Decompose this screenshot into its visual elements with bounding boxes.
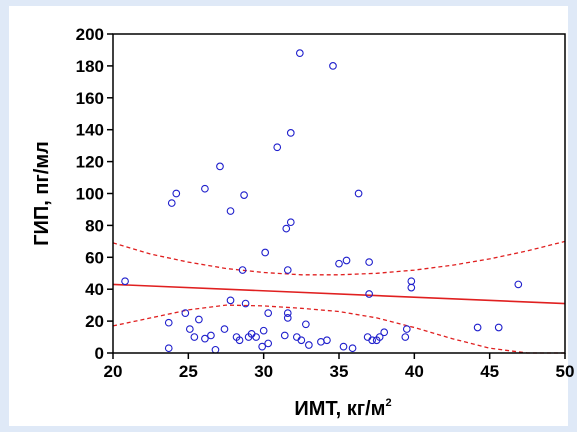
plot-area	[112, 33, 566, 354]
regression-line	[112, 283, 566, 305]
x-tick-label: 45	[480, 362, 499, 381]
data-point	[259, 326, 268, 335]
data-point	[368, 336, 376, 345]
data-point	[302, 320, 310, 329]
data-point	[292, 333, 301, 341]
data-point	[283, 314, 292, 322]
y-tick-label: 0	[95, 344, 104, 363]
data-point	[407, 277, 416, 286]
y-tick-label: 60	[85, 248, 104, 267]
y-tick-label: 180	[76, 57, 104, 76]
data-point	[401, 333, 410, 341]
data-point	[258, 342, 267, 351]
data-point	[207, 331, 215, 340]
data-point	[264, 309, 273, 317]
data-point	[473, 323, 482, 332]
data-point	[283, 309, 292, 317]
data-point	[167, 199, 176, 207]
data-point	[280, 331, 289, 340]
data-point	[514, 280, 523, 289]
data-point	[195, 315, 203, 324]
data-point	[286, 129, 295, 137]
data-point	[252, 333, 260, 341]
data-point	[240, 191, 248, 199]
y-tick-label: 200	[76, 25, 104, 44]
data-point	[342, 256, 351, 265]
data-point	[261, 248, 270, 257]
data-point	[283, 266, 292, 274]
data-point	[363, 333, 372, 341]
y-tick-label: 40	[85, 280, 104, 299]
data-point	[185, 325, 194, 333]
data-point	[305, 341, 313, 349]
data-point	[121, 277, 129, 286]
data-point	[354, 189, 363, 198]
data-points	[121, 49, 523, 354]
confidence-band	[112, 240, 566, 354]
x-tick-label: 50	[556, 362, 575, 381]
data-point	[201, 334, 209, 343]
y-axis-title: ГИП, пг/мл	[31, 141, 53, 246]
data-point	[402, 325, 411, 333]
y-axis-ticks: 0 20 40 60 80 100 120 140 160 180 200	[76, 25, 113, 363]
y-tick-label: 100	[76, 185, 104, 204]
data-point	[273, 143, 282, 152]
data-point	[348, 344, 357, 353]
x-axis-title-superscript: 2	[385, 397, 391, 409]
chart-panel	[9, 6, 568, 426]
x-axis-title-text: ИМТ, кг/м	[294, 398, 385, 420]
x-tick-label: 30	[254, 362, 273, 381]
data-point	[201, 184, 209, 193]
y-tick-label: 160	[76, 89, 104, 108]
x-tick-label: 25	[179, 362, 198, 381]
data-point	[380, 328, 389, 337]
upper-confidence-line	[112, 240, 566, 276]
lower-confidence-line	[112, 304, 565, 354]
data-point	[241, 299, 250, 308]
data-point	[323, 336, 331, 345]
x-axis-ticks: 20 25 30 35 40 45 50	[104, 353, 575, 381]
data-point	[220, 325, 229, 333]
data-point	[164, 318, 173, 327]
data-point	[297, 336, 306, 345]
data-point	[375, 333, 384, 341]
data-point	[226, 207, 235, 215]
data-point	[365, 290, 373, 298]
x-tick-label: 20	[104, 362, 123, 381]
data-point	[365, 258, 373, 266]
data-point	[286, 218, 295, 227]
x-axis-title: ИМТ, кг/м2	[294, 397, 391, 420]
x-tick-label: 40	[405, 362, 424, 381]
data-point	[494, 323, 503, 332]
x-tick-label: 35	[330, 362, 349, 381]
data-point	[235, 336, 244, 345]
data-point	[164, 344, 173, 353]
data-point	[407, 283, 416, 292]
data-point	[329, 62, 337, 70]
data-point	[211, 345, 220, 354]
data-point	[216, 162, 224, 171]
y-tick-label: 120	[76, 153, 104, 172]
y-tick-label: 20	[85, 312, 104, 331]
data-point	[295, 49, 304, 57]
data-point	[172, 189, 181, 198]
data-point	[335, 259, 343, 268]
data-point	[181, 309, 190, 317]
data-point	[190, 333, 199, 341]
data-point	[264, 339, 273, 348]
y-tick-label: 80	[85, 216, 104, 235]
y-tick-label: 140	[76, 121, 104, 140]
data-point	[226, 296, 235, 305]
data-point	[282, 224, 291, 233]
data-point	[339, 342, 348, 351]
regression-line-group	[112, 283, 566, 305]
data-point	[238, 266, 247, 274]
